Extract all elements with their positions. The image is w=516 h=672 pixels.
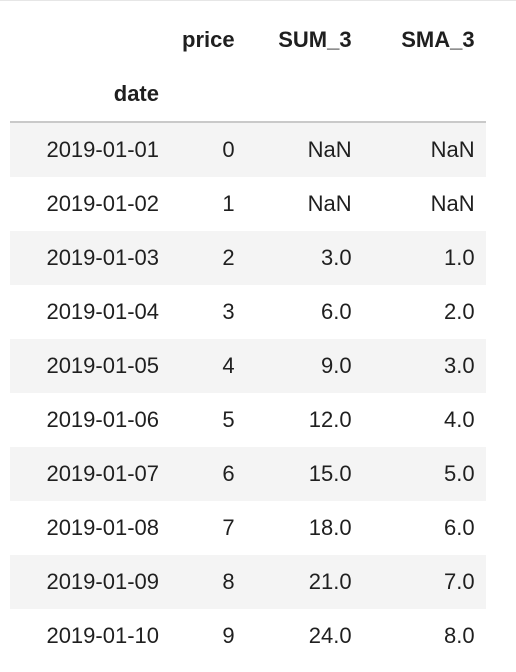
cell-sum3: 18.0 [308,515,352,540]
row-index-date: 2019-01-07 [46,461,159,486]
index-header-row: date [10,67,486,123]
index-name-header: date [10,67,170,123]
row-index-date: 2019-01-02 [46,191,159,216]
cell-price: 1 [222,191,235,216]
table-row: 2019-01-04 3 6.0 2.0 [10,285,486,339]
top-divider [0,0,516,1]
cell-price: 5 [222,407,235,432]
row-index-date: 2019-01-06 [46,407,159,432]
table-row: 2019-01-02 1 NaN NaN [10,177,486,231]
table-row: 2019-01-09 8 21.0 7.0 [10,555,486,609]
row-index-date: 2019-01-09 [46,569,159,594]
cell-sum3: 12.0 [308,407,352,432]
cell-sma3: 3.0 [444,353,475,378]
column-header-price: price [182,27,235,52]
cell-price: 4 [222,353,235,378]
row-index-date: 2019-01-05 [46,353,159,378]
index-header-blank [368,67,486,123]
index-header-blank [170,67,262,123]
cell-price: 8 [222,569,235,594]
cell-sum3: 21.0 [308,569,352,594]
cell-sma3: 7.0 [444,569,475,594]
row-index-date: 2019-01-08 [46,515,159,540]
table-row: 2019-01-08 7 18.0 6.0 [10,501,486,555]
header-corner [10,13,170,67]
table-header: price SUM_3 SMA_3 date [10,13,486,123]
row-index-date: 2019-01-10 [46,623,159,648]
cell-price: 9 [222,623,235,648]
cell-sma3: 4.0 [444,407,475,432]
cell-sma3: 1.0 [444,245,475,270]
cell-sum3: 3.0 [321,245,352,270]
cell-price: 3 [222,299,235,324]
cell-price: 2 [222,245,235,270]
cell-sum3: 24.0 [308,623,352,648]
table-row: 2019-01-06 5 12.0 4.0 [10,393,486,447]
table-row: 2019-01-10 9 24.0 8.0 [10,609,486,663]
table-row: 2019-01-05 4 9.0 3.0 [10,339,486,393]
cell-sma3: 6.0 [444,515,475,540]
row-index-date: 2019-01-01 [46,137,159,162]
cell-sma3: 5.0 [444,461,475,486]
cell-sma3: 8.0 [444,623,475,648]
cell-sum3: NaN [307,191,352,216]
index-header-blank [261,67,369,123]
cell-sum3: 15.0 [308,461,352,486]
cell-price: 6 [222,461,235,486]
row-index-date: 2019-01-03 [46,245,159,270]
cell-sum3: 9.0 [321,353,352,378]
row-index-date: 2019-01-04 [46,299,159,324]
cell-sma3: 2.0 [444,299,475,324]
cell-sum3: NaN [307,137,352,162]
column-header-sum3: SUM_3 [278,27,352,52]
table-row: 2019-01-03 2 3.0 1.0 [10,231,486,285]
cell-sma3: NaN [430,137,475,162]
column-header-sma3: SMA_3 [401,27,475,52]
column-header-row: price SUM_3 SMA_3 [10,13,486,67]
dataframe-table: price SUM_3 SMA_3 date 2019-01-01 0 NaN NaN… [10,13,486,663]
cell-sum3: 6.0 [321,299,352,324]
table-row: 2019-01-01 0 NaN NaN [10,122,486,177]
cell-sma3: NaN [430,191,475,216]
cell-price: 7 [222,515,235,540]
table-body: 2019-01-01 0 NaN NaN 2019-01-02 1 NaN NaN 2019-0… [10,122,486,663]
table-row: 2019-01-07 6 15.0 5.0 [10,447,486,501]
cell-price: 0 [222,137,235,162]
